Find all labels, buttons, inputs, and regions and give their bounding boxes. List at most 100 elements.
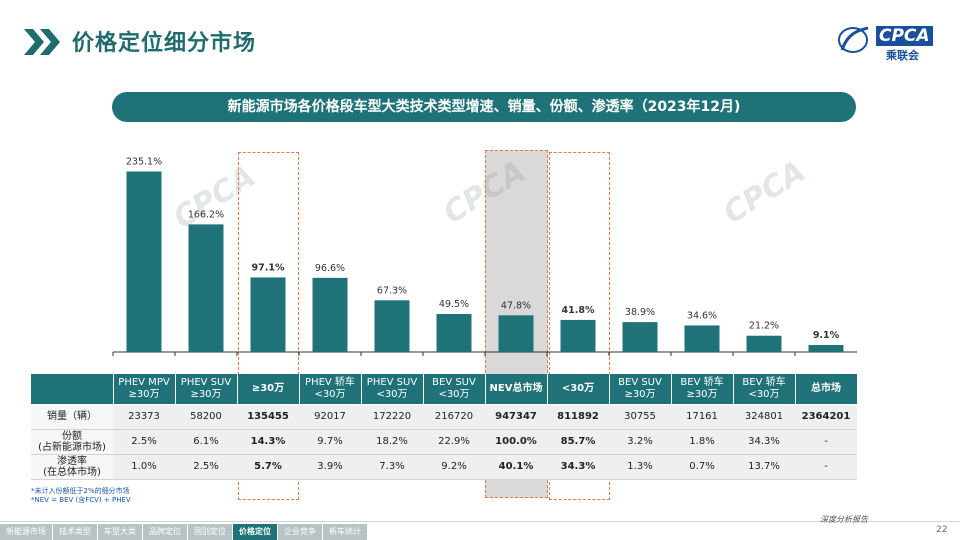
column-header: PHEV 轿车 <30万 [299,374,362,405]
data-label: 67.3% [377,285,407,296]
table-cell: 324801 [733,404,795,430]
report-tag: 深度分析报告 [820,515,868,524]
footnote: *NEV = BEV (含FCV) + PHEV [31,496,131,504]
nav-item[interactable]: 国别定位 [188,524,233,540]
logo-text: CPCA [876,26,933,46]
data-label: 96.6% [315,263,345,274]
nav-item[interactable]: 车型大类 [98,524,143,540]
data-label: 41.8% [562,305,595,316]
table-cell: 1.3% [609,454,671,480]
bar [188,224,224,352]
table-cell: 216720 [423,404,485,430]
nav-item[interactable]: 新能源市场 [0,524,53,540]
data-label: 97.1% [252,262,285,273]
table-cell: 172220 [361,404,423,430]
column-header: <30万 [547,374,610,405]
column-header-line: ≥30万 [624,388,656,400]
table-cell: 13.7% [733,454,795,480]
table-cell: 3.2% [609,429,671,455]
bar [312,277,348,352]
bar [622,322,658,352]
table-cell: 5.7% [237,454,299,480]
table-cell: 2.5% [113,429,175,455]
table-cell: 7.3% [361,454,423,480]
bar [126,171,162,352]
table-cell: 34.3% [733,429,795,455]
column-header: 总市场 [795,374,858,405]
column-header-line: <30万 [314,388,346,400]
highlight-box-below-30w [549,152,610,500]
chart-subtitle: 新能源市场各价格段车型大类技术类型增速、销量、份额、渗透率（2023年12月) [112,92,856,122]
column-header: BEV SUV <30万 [423,374,486,405]
column-header: ≥30万 [237,374,300,405]
table-row: 销量（辆） 23373 58200 135455 92017 172220 216720 94… [31,404,857,430]
nav-item[interactable]: 企业竞争 [278,524,323,540]
nav-item[interactable]: 品牌定位 [143,524,188,540]
highlight-box-above-30w [238,152,299,500]
table-cell: 6.1% [175,429,237,455]
table-cell: 1.0% [113,454,175,480]
column-header-line: BEV 轿车 [680,376,724,388]
table-cell: 58200 [175,404,237,430]
row-header: 销量（辆） [31,404,113,430]
data-label: 21.2% [749,321,779,332]
table-cell: 34.3% [547,454,609,480]
nav-item[interactable]: 技术类型 [53,524,98,540]
row-header-line: (在总体市场) [43,466,101,478]
table-cell: 9.2% [423,454,485,480]
table-cell: 2364201 [795,404,857,430]
data-table: PHEV MPV ≥30万 PHEV SUV ≥30万 ≥30万 PHEV 轿车 <30万 P… [31,374,858,480]
row-header-line: 渗透率 [57,455,87,467]
row-header: 渗透率 (在总体市场) [31,454,113,480]
data-label: 47.8% [501,300,531,311]
table-corner [31,374,114,405]
table-cell: 22.9% [423,429,485,455]
nav-item[interactable]: 价格定位 [233,524,278,540]
cpca-logo: CPCA 乘联会 [836,20,940,62]
page-number: 22 [936,525,948,535]
column-header-line: NEV总市场 [489,382,543,394]
table-cell: 18.2% [361,429,423,455]
nav-item[interactable]: 新车统计 [323,524,368,540]
bar [746,335,782,352]
table-row: 渗透率 (在总体市场) 1.0% 2.5% 5.7% 3.9% 7.3% 9.2% 40.1% 3… [31,454,857,480]
table-cell: 0.7% [671,454,733,480]
column-header: PHEV MPV ≥30万 [113,374,176,405]
divider [0,521,960,522]
table-row: 份额 (占新能源市场) 2.5% 6.1% 14.3% 9.7% 18.2% 22.9% 100… [31,429,857,455]
column-header-line: <30万 [748,388,780,400]
bar [436,313,472,352]
table-cell: 135455 [237,404,299,430]
table-cell: - [795,429,857,455]
column-header-line: ≥30万 [128,388,160,400]
column-header-line: <30万 [438,388,470,400]
data-label: 34.6% [687,310,717,321]
table-cell: 2.5% [175,454,237,480]
column-header-line: BEV SUV [432,376,476,388]
column-header: BEV SUV ≥30万 [609,374,672,405]
column-header-line: ≥30万 [686,388,718,400]
row-header: 份额 (占新能源市场) [31,429,113,455]
table-cell: 85.7% [547,429,609,455]
table-cell: 1.8% [671,429,733,455]
data-label: 9.1% [813,330,840,341]
table-cell: 811892 [547,404,609,430]
table-cell: 9.7% [299,429,361,455]
bar [498,315,534,352]
bar [374,300,410,352]
data-label: 166.2% [188,209,224,220]
column-header: BEV 轿车 ≥30万 [671,374,734,405]
column-header-line: <30万 [376,388,408,400]
column-header: PHEV SUV <30万 [361,374,424,405]
column-header: BEV 轿车 <30万 [733,374,796,405]
column-header-line: ≥30万 [190,388,222,400]
footnotes: *未计入份额低于2%的细分市场 *NEV = BEV (含FCV) + PHEV [31,487,131,505]
column-header: NEV总市场 [485,374,548,405]
column-header: PHEV SUV ≥30万 [175,374,238,405]
table-cell: 23373 [113,404,175,430]
column-header-line: ≥30万 [251,382,285,394]
column-header-line: <30万 [561,382,595,394]
column-header-line: PHEV MPV [118,376,170,388]
bar [250,277,286,352]
